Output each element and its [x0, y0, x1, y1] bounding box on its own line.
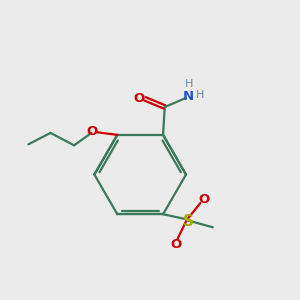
Text: H: H — [196, 90, 205, 100]
Text: O: O — [199, 193, 210, 206]
Text: S: S — [182, 214, 194, 229]
Text: H: H — [184, 79, 193, 89]
Text: N: N — [183, 90, 194, 103]
Text: O: O — [87, 125, 98, 138]
Text: O: O — [134, 92, 145, 105]
Text: O: O — [170, 238, 181, 251]
